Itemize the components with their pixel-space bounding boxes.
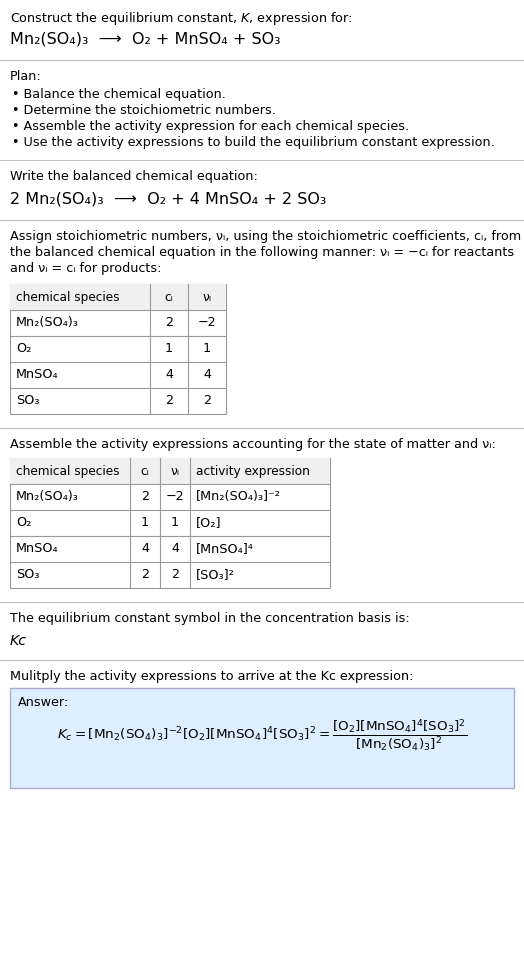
Text: cᵢ: cᵢ: [140, 465, 149, 478]
Text: • Use the activity expressions to build the equilibrium constant expression.: • Use the activity expressions to build …: [12, 136, 495, 149]
Text: O₂: O₂: [16, 342, 31, 355]
Text: νᵢ: νᵢ: [170, 465, 180, 478]
Text: 2: 2: [171, 568, 179, 581]
Text: 4: 4: [165, 368, 173, 381]
Text: MnSO₄: MnSO₄: [16, 542, 59, 555]
Text: 2 Mn₂(SO₄)₃  ⟶  O₂ + 4 MnSO₄ + 2 SO₃: 2 Mn₂(SO₄)₃ ⟶ O₂ + 4 MnSO₄ + 2 SO₃: [10, 192, 326, 207]
Text: [MnSO₄]⁴: [MnSO₄]⁴: [196, 542, 254, 555]
Text: 1: 1: [165, 342, 173, 355]
Text: Mn₂(SO₄)₃: Mn₂(SO₄)₃: [16, 490, 79, 503]
Text: 1: 1: [203, 342, 211, 355]
Text: [SO₃]²: [SO₃]²: [196, 568, 235, 581]
Text: activity expression: activity expression: [196, 465, 310, 478]
Text: νᵢ: νᵢ: [202, 291, 212, 304]
Text: cᵢ: cᵢ: [165, 291, 173, 304]
Text: Assign stoichiometric numbers, νᵢ, using the stoichiometric coefficients, cᵢ, fr: Assign stoichiometric numbers, νᵢ, using…: [10, 230, 521, 243]
Text: [Mn₂(SO₄)₃]⁻²: [Mn₂(SO₄)₃]⁻²: [196, 490, 281, 503]
Text: chemical species: chemical species: [16, 291, 119, 304]
Text: 2: 2: [203, 394, 211, 407]
Text: the balanced chemical equation in the following manner: νᵢ = −cᵢ for reactants: the balanced chemical equation in the fo…: [10, 246, 514, 259]
Bar: [10, 284, 226, 310]
Text: 2: 2: [141, 568, 149, 581]
Text: [O₂]: [O₂]: [196, 516, 222, 529]
Text: 2: 2: [165, 394, 173, 407]
Text: 4: 4: [171, 542, 179, 555]
Bar: [10, 688, 514, 788]
Text: Assemble the activity expressions accounting for the state of matter and νᵢ:: Assemble the activity expressions accoun…: [10, 438, 496, 451]
Text: • Determine the stoichiometric numbers.: • Determine the stoichiometric numbers.: [12, 104, 276, 117]
Text: Plan:: Plan:: [10, 70, 42, 83]
Text: SO₃: SO₃: [16, 394, 39, 407]
Text: Answer:: Answer:: [18, 696, 69, 709]
Text: and νᵢ = cᵢ for products:: and νᵢ = cᵢ for products:: [10, 262, 161, 275]
Text: 2: 2: [141, 490, 149, 503]
Text: MnSO₄: MnSO₄: [16, 368, 59, 381]
Text: $K_c = [\mathrm{Mn_2(SO_4)_3}]^{-2}[\mathrm{O_2}][\mathrm{MnSO_4}]^4[\mathrm{SO_: $K_c = [\mathrm{Mn_2(SO_4)_3}]^{-2}[\mat…: [57, 718, 467, 754]
Text: 4: 4: [141, 542, 149, 555]
Bar: [10, 458, 330, 484]
Text: 2: 2: [165, 316, 173, 329]
Text: 1: 1: [171, 516, 179, 529]
Text: • Balance the chemical equation.: • Balance the chemical equation.: [12, 88, 226, 101]
Text: −2: −2: [166, 490, 184, 503]
Text: O₂: O₂: [16, 516, 31, 529]
Text: Construct the equilibrium constant, $K$, expression for:: Construct the equilibrium constant, $K$,…: [10, 10, 353, 27]
Text: 1: 1: [141, 516, 149, 529]
Bar: [10, 458, 330, 588]
Text: Mn₂(SO₄)₃: Mn₂(SO₄)₃: [16, 316, 79, 329]
Text: Mn₂(SO₄)₃  ⟶  O₂ + MnSO₄ + SO₃: Mn₂(SO₄)₃ ⟶ O₂ + MnSO₄ + SO₃: [10, 32, 281, 47]
Bar: [10, 284, 226, 414]
Text: The equilibrium constant symbol in the concentration basis is:: The equilibrium constant symbol in the c…: [10, 612, 410, 625]
Text: chemical species: chemical species: [16, 465, 119, 478]
Text: • Assemble the activity expression for each chemical species.: • Assemble the activity expression for e…: [12, 120, 409, 133]
Text: Write the balanced chemical equation:: Write the balanced chemical equation:: [10, 170, 258, 183]
Text: 4: 4: [203, 368, 211, 381]
Text: SO₃: SO₃: [16, 568, 39, 581]
Text: Kᴄ: Kᴄ: [10, 634, 27, 648]
Text: Mulitply the activity expressions to arrive at the Kᴄ expression:: Mulitply the activity expressions to arr…: [10, 670, 413, 683]
Text: −2: −2: [198, 316, 216, 329]
